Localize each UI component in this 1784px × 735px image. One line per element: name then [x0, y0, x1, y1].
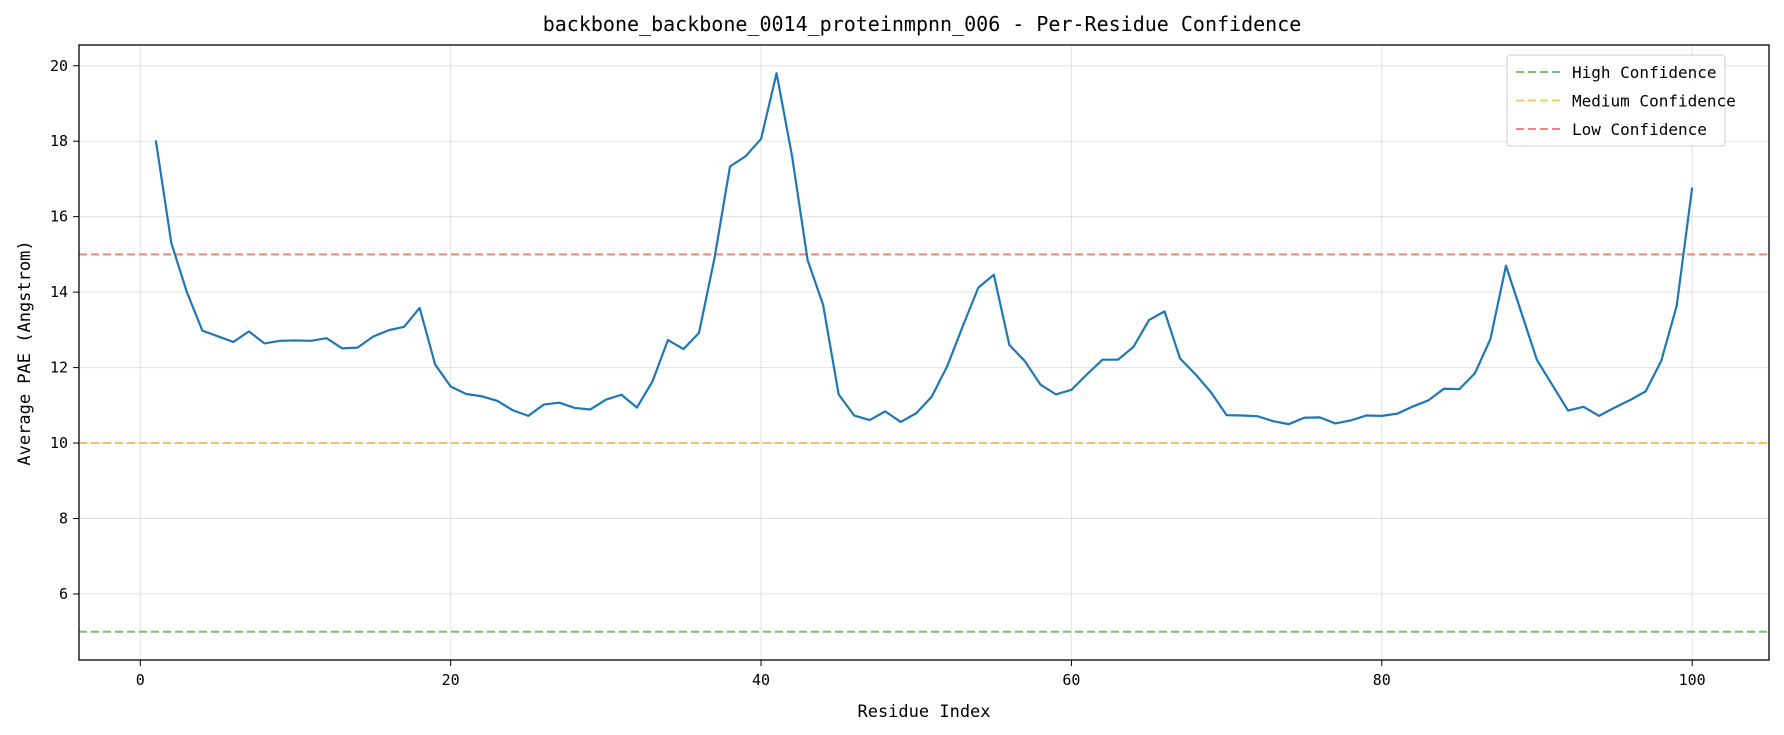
- y-axis-label: Average PAE (Angstrom): [15, 240, 35, 465]
- x-axis-label: Residue Index: [857, 702, 990, 722]
- y-tick-label: 16: [50, 208, 68, 226]
- y-tick-label: 8: [59, 510, 68, 528]
- y-tick-label: 14: [50, 283, 68, 301]
- y-tick-label: 18: [50, 132, 68, 150]
- legend-label: Medium Confidence: [1572, 92, 1736, 111]
- legend-box: [1506, 54, 1726, 147]
- x-tick-label: 60: [1062, 671, 1080, 689]
- y-tick-label: 10: [50, 434, 68, 452]
- x-axis-ticks: 0 20 40 60 80 100: [136, 660, 1706, 689]
- y-tick-label: 20: [50, 57, 68, 75]
- x-tick-label: 100: [1679, 671, 1706, 689]
- reference-lines: [79, 253, 1769, 633]
- legend-label: High Confidence: [1572, 63, 1717, 82]
- plot-frame: [78, 44, 1770, 661]
- x-tick-label: 80: [1373, 671, 1391, 689]
- y-tick-label: 12: [50, 359, 68, 377]
- chart-title: backbone_backbone_0014_proteinmpnn_006 -…: [543, 12, 1302, 36]
- x-tick-label: 40: [752, 671, 770, 689]
- legend: High Confidence Medium Confidence Low Conf…: [1506, 54, 1736, 147]
- x-tick-label: 20: [442, 671, 460, 689]
- x-tick-label: 0: [136, 671, 145, 689]
- series-layer: [154, 72, 1694, 426]
- legend-label: Low Confidence: [1572, 120, 1707, 139]
- y-tick-label: 6: [59, 585, 68, 603]
- grid-lines: [79, 45, 1769, 660]
- y-axis-ticks: 6 8 10 12 14 16 18 20: [50, 57, 79, 603]
- series-line: [154, 72, 1694, 426]
